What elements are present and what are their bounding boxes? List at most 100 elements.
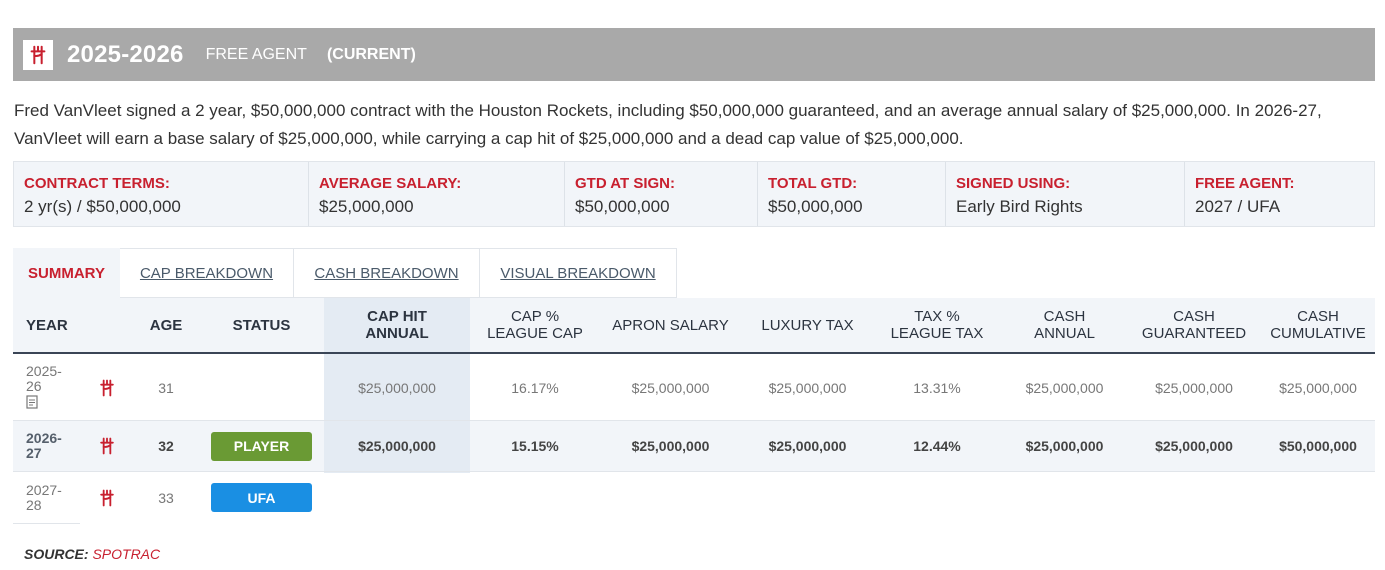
- year-cell: 2025- 26: [26, 355, 76, 420]
- th-tax-pct: TAX % LEAGUE TAX: [878, 298, 996, 352]
- source-value: SPOTRAC: [92, 546, 161, 562]
- age-cell: 33: [158, 489, 174, 506]
- apron-cell: $25,000,000: [631, 438, 710, 454]
- th-status: STATUS: [232, 316, 291, 334]
- age-cell: 31: [158, 379, 174, 396]
- term-value: $50,000,000: [768, 197, 863, 216]
- cash-annual-cell: $25,000,000: [1025, 379, 1104, 396]
- term-value: 2027 / UFA: [1195, 197, 1281, 216]
- cash-annual-cell: $25,000,000: [1025, 438, 1104, 454]
- row-divider: [13, 523, 80, 524]
- th-cash-annual-line1: CASH: [1043, 308, 1086, 325]
- th-cash-gtd-line2: GUARANTEED: [1141, 325, 1247, 342]
- th-cash-cumulative: CASH CUMULATIVE: [1262, 298, 1374, 352]
- cash-cum-cell: $25,000,000: [1279, 379, 1357, 396]
- cap-hit-header-highlight: [324, 298, 470, 352]
- term-label: TOTAL GTD:: [768, 175, 858, 192]
- year-line2: 26: [26, 377, 42, 394]
- cash-gtd-cell: $25,000,000: [1155, 438, 1233, 454]
- year-cell: 2026- 27: [26, 421, 76, 471]
- term-label: CONTRACT TERMS:: [24, 175, 170, 192]
- th-tax-pct-line2: LEAGUE TAX: [890, 325, 984, 342]
- tab-visual-breakdown[interactable]: VISUAL BREAKDOWN: [480, 248, 677, 298]
- term-signed-using: SIGNED USING: Early Bird Rights: [946, 162, 1185, 226]
- th-cap-pct-line2: LEAGUE CAP: [487, 325, 583, 342]
- status-cell: UFA: [211, 472, 312, 523]
- th-cash-annual: CASH ANNUAL: [1008, 298, 1121, 352]
- source-label: SOURCE:: [24, 546, 89, 562]
- contract-description: Fred VanVleet signed a 2 year, $50,000,0…: [14, 101, 1322, 148]
- contract-header: 2025-2026 FREE AGENT (CURRENT): [13, 28, 1375, 81]
- th-apron-salary: APRON SALARY: [612, 316, 729, 334]
- status-cell: PLAYER: [211, 421, 312, 471]
- year-line1: 2027-: [26, 481, 62, 498]
- player-option-badge: PLAYER: [211, 431, 312, 461]
- tab-cash-breakdown[interactable]: CASH BREAKDOWN: [294, 248, 480, 298]
- th-cap-hit-line1: CAP HIT: [367, 308, 427, 325]
- apron-cell: $25,000,000: [631, 379, 710, 396]
- table-row: 2027- 28 33 UFA: [13, 472, 1375, 523]
- term-gtd-at-sign: GTD AT SIGN: $50,000,000: [565, 162, 758, 226]
- th-cash-cum-line2: CUMULATIVE: [1270, 325, 1366, 342]
- th-cash-guaranteed: CASH GUARANTEED: [1136, 298, 1252, 352]
- term-value: $25,000,000: [319, 197, 414, 216]
- rockets-logo-icon: [23, 39, 53, 70]
- source-note: SOURCE: SPOTRAC: [24, 546, 160, 562]
- th-cap-pct: CAP % LEAGUE CAP: [476, 298, 594, 352]
- cap-pct-cell: 16.17%: [511, 379, 559, 396]
- term-total-gtd: TOTAL GTD: $50,000,000: [758, 162, 946, 226]
- year-line1: 2025-: [26, 362, 62, 379]
- table-row: 2026- 27 32 PLAYER $25,000,000 15.15% $2…: [13, 421, 1375, 472]
- th-cap-hit-line2: ANNUAL: [365, 325, 429, 342]
- term-value: 2 yr(s) / $50,000,000: [24, 197, 181, 216]
- table-header: YEAR AGE STATUS CAP HIT ANNUAL CAP % LEA…: [13, 298, 1375, 354]
- term-value: Early Bird Rights: [956, 197, 1083, 216]
- term-label: FREE AGENT:: [1195, 175, 1295, 192]
- term-label: GTD AT SIGN:: [575, 175, 675, 192]
- th-cap-hit: CAP HIT ANNUAL: [324, 298, 470, 352]
- year-line2: 28: [26, 496, 42, 513]
- th-cash-cum-line1: CASH: [1297, 308, 1339, 325]
- tax-pct-cell: 13.31%: [913, 379, 961, 396]
- ufa-badge: UFA: [211, 483, 312, 512]
- cap-hit-cell: $25,000,000: [358, 379, 436, 396]
- cap-pct-cell: 15.15%: [511, 438, 559, 454]
- th-cash-annual-line2: ANNUAL: [1034, 325, 1095, 342]
- table-row: 2025- 26 31 $25,000,000 16.17% $25,000,0…: [13, 355, 1375, 421]
- tax-pct-cell: 12.44%: [913, 438, 961, 454]
- year-cell: 2027- 28: [26, 472, 76, 523]
- cash-cum-cell: $50,000,000: [1279, 438, 1357, 454]
- tab-summary[interactable]: SUMMARY: [13, 248, 120, 298]
- rockets-logo-icon: [93, 472, 121, 523]
- term-free-agent: FREE AGENT: 2027 / UFA: [1185, 162, 1374, 226]
- term-contract-terms: CONTRACT TERMS: 2 yr(s) / $50,000,000: [14, 162, 309, 226]
- document-icon[interactable]: [26, 394, 38, 410]
- rockets-logo-icon: [93, 355, 121, 420]
- age-cell: 32: [158, 438, 174, 454]
- breakdown-tabs: SUMMARY CAP BREAKDOWN CASH BREAKDOWN VIS…: [13, 248, 677, 298]
- th-cash-gtd-line1: CASH: [1173, 308, 1215, 325]
- contract-status: FREE AGENT: [205, 45, 307, 63]
- luxury-cell: $25,000,000: [768, 438, 847, 454]
- cash-gtd-cell: $25,000,000: [1155, 379, 1233, 396]
- season-title: 2025-2026: [67, 40, 184, 68]
- current-label: (CURRENT): [326, 45, 416, 63]
- header-background: [13, 298, 1375, 352]
- tab-cap-breakdown[interactable]: CAP BREAKDOWN: [120, 248, 294, 298]
- th-age: AGE: [149, 316, 183, 334]
- cap-hit-cell-highlight: [324, 355, 470, 420]
- th-cap-pct-line1: CAP %: [510, 308, 560, 325]
- th-luxury-tax: LUXURY TAX: [761, 316, 854, 334]
- term-label: AVERAGE SALARY:: [319, 175, 462, 192]
- year-line1: 2026-: [26, 430, 62, 446]
- th-year: YEAR: [26, 316, 68, 334]
- year-line2: 27: [26, 445, 42, 461]
- term-label: SIGNED USING:: [956, 175, 1071, 192]
- cap-hit-cell: $25,000,000: [358, 438, 436, 454]
- term-value: $50,000,000: [575, 197, 670, 216]
- th-tax-pct-line1: TAX %: [914, 308, 960, 325]
- luxury-cell: $25,000,000: [768, 379, 847, 396]
- cap-hit-cell-highlight: [324, 421, 470, 471]
- contract-terms: CONTRACT TERMS: 2 yr(s) / $50,000,000 AV…: [13, 161, 1375, 227]
- term-average-salary: AVERAGE SALARY: $25,000,000: [309, 162, 565, 226]
